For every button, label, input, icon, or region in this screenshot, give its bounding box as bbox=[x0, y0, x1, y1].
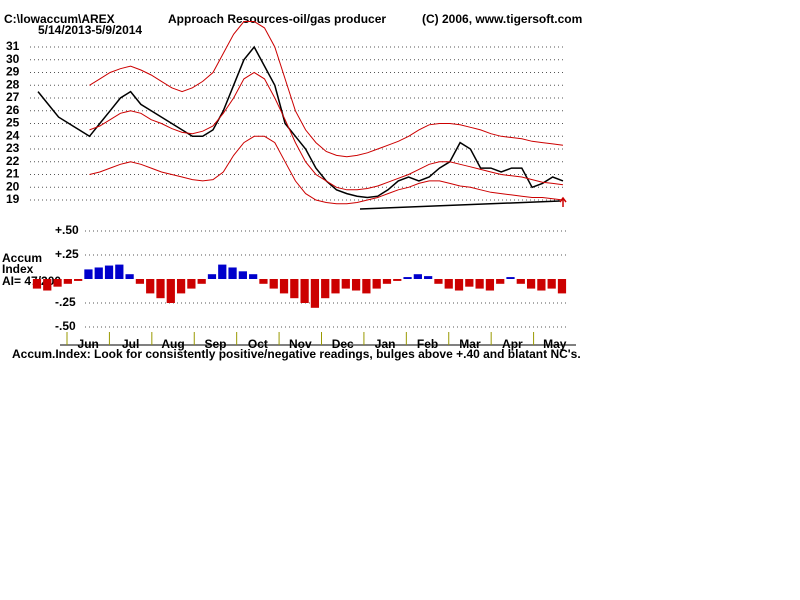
x-tick-label: Jul bbox=[122, 337, 139, 351]
y-tick-label: 28 bbox=[6, 77, 20, 91]
accum-bar bbox=[496, 279, 505, 284]
copyright: (C) 2006, www.tigersoft.com bbox=[422, 12, 582, 26]
accum-bar bbox=[218, 264, 227, 279]
accum-bar bbox=[94, 267, 103, 279]
y-tick-label: +.25 bbox=[55, 247, 79, 261]
x-tick-label: Feb bbox=[417, 337, 438, 351]
accum-bar bbox=[526, 279, 536, 289]
x-tick-label: May bbox=[543, 337, 567, 351]
accum-bar bbox=[125, 274, 134, 279]
accum-bar bbox=[104, 265, 114, 279]
accum-label: Index bbox=[2, 262, 34, 276]
band-line bbox=[89, 21, 564, 158]
y-tick-label: +.50 bbox=[55, 223, 79, 237]
accum-ai: AI= 47/200 bbox=[2, 274, 61, 288]
x-tick-label: Dec bbox=[332, 337, 354, 351]
accum-bar bbox=[166, 279, 175, 303]
accum-bar bbox=[372, 279, 381, 289]
x-tick-label: Mar bbox=[459, 337, 481, 351]
accum-bar bbox=[413, 274, 422, 279]
accum-bar bbox=[63, 279, 72, 284]
y-tick-label: 25 bbox=[6, 116, 20, 130]
accum-bar bbox=[259, 279, 268, 284]
y-tick-label: 21 bbox=[6, 167, 20, 181]
x-tick-label: Oct bbox=[248, 337, 268, 351]
accum-bar bbox=[424, 276, 433, 279]
accum-bar bbox=[156, 279, 165, 299]
y-tick-label: -.50 bbox=[55, 319, 76, 333]
x-tick-label: Jan bbox=[375, 337, 396, 351]
x-tick-label: Nov bbox=[289, 337, 312, 351]
accum-bar bbox=[321, 279, 330, 299]
accum-bar bbox=[547, 279, 556, 289]
y-tick-label: 24 bbox=[6, 128, 20, 142]
date-range: 5/14/2013-5/9/2014 bbox=[38, 23, 142, 37]
x-tick-label: Aug bbox=[161, 337, 184, 351]
accum-bar bbox=[32, 279, 42, 289]
accum-bar bbox=[207, 274, 217, 279]
accum-bar bbox=[187, 279, 196, 289]
accum-bar bbox=[300, 279, 309, 303]
accum-bar bbox=[475, 279, 484, 289]
accum-bar bbox=[506, 277, 515, 279]
accum-bar bbox=[351, 279, 361, 291]
accum-bar bbox=[331, 279, 340, 294]
accum-bar bbox=[146, 279, 155, 294]
path-label: C:\lowaccum\AREX bbox=[4, 12, 115, 26]
accum-bar bbox=[269, 279, 278, 289]
accum-bar bbox=[382, 279, 392, 284]
accum-bar bbox=[238, 271, 247, 279]
accum-bar bbox=[454, 279, 464, 291]
accum-bar bbox=[537, 279, 546, 291]
accum-bar bbox=[557, 279, 567, 294]
y-tick-label: 30 bbox=[6, 52, 20, 66]
band-line bbox=[89, 135, 564, 205]
accum-bar bbox=[485, 279, 495, 291]
y-tick-label: 20 bbox=[6, 179, 20, 193]
accum-bar bbox=[362, 279, 371, 294]
y-tick-label: 23 bbox=[6, 141, 20, 155]
accum-bar bbox=[228, 267, 237, 279]
accum-bar bbox=[135, 279, 145, 284]
accum-bar bbox=[465, 279, 474, 287]
accum-bar bbox=[115, 264, 124, 279]
x-tick-label: Sep bbox=[204, 337, 226, 351]
accum-bar bbox=[434, 279, 443, 284]
accum-label: Accum bbox=[2, 251, 42, 265]
footer-note: Accum.Index: Look for consistently posit… bbox=[12, 347, 581, 361]
accum-bar bbox=[341, 279, 350, 289]
y-tick-label: -.25 bbox=[55, 295, 76, 309]
price-line bbox=[37, 45, 564, 199]
x-tick-label: Jun bbox=[78, 337, 99, 351]
y-tick-label: 29 bbox=[6, 65, 20, 79]
accum-bar bbox=[290, 279, 299, 299]
accum-bar bbox=[176, 279, 186, 294]
accum-bar bbox=[516, 279, 525, 284]
x-tick-label: Apr bbox=[502, 337, 523, 351]
y-tick-label: 19 bbox=[6, 192, 20, 206]
accum-bar bbox=[53, 279, 62, 287]
signal-arrow bbox=[559, 196, 567, 203]
accum-bar bbox=[74, 279, 83, 281]
accum-bar bbox=[310, 279, 320, 308]
accum-bar bbox=[197, 279, 206, 284]
accum-bar bbox=[444, 279, 453, 289]
accum-bar bbox=[249, 274, 258, 279]
accum-bar bbox=[393, 279, 402, 281]
y-tick-label: 31 bbox=[6, 39, 20, 53]
accum-bar bbox=[279, 279, 289, 294]
support-line bbox=[359, 200, 561, 210]
accum-bar bbox=[43, 279, 52, 291]
accum-bar bbox=[403, 277, 412, 279]
accum-bar bbox=[84, 269, 93, 279]
y-tick-label: 27 bbox=[6, 90, 20, 104]
chart-title: Approach Resources-oil/gas producer bbox=[168, 12, 386, 26]
y-tick-label: 22 bbox=[6, 154, 20, 168]
band-line bbox=[89, 71, 564, 191]
y-tick-label: 26 bbox=[6, 103, 20, 117]
